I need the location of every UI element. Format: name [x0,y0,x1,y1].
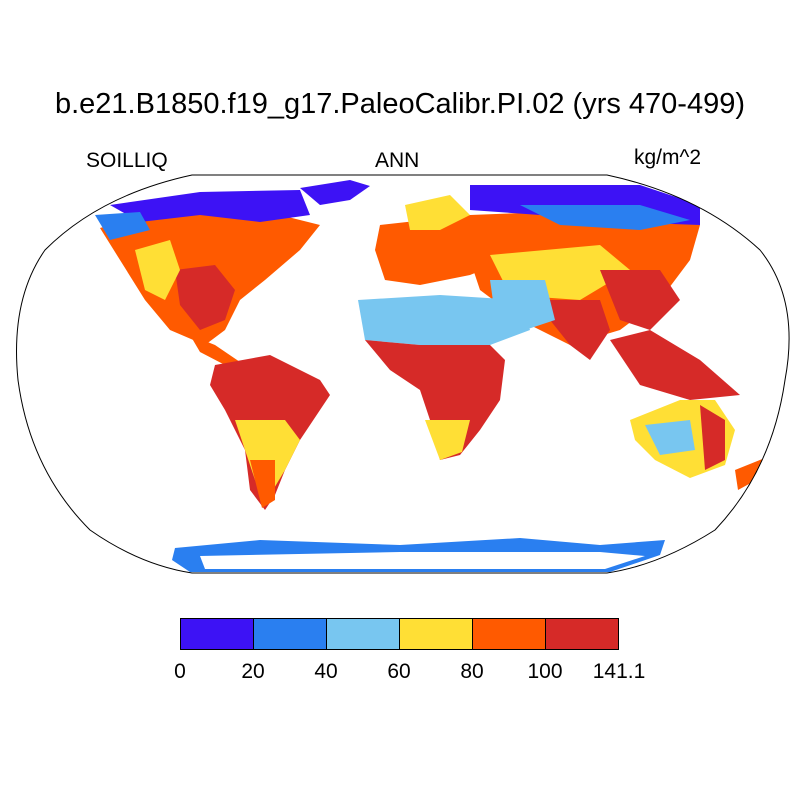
siberia-fringe-region [520,205,690,230]
africa-region [365,340,505,460]
colorbar-segment [327,619,400,649]
units-label: kg/m^2 [634,146,702,169]
southeast-asia-region [610,330,740,400]
colorbar-tick-label: 80 [460,660,484,683]
middle-east-region [490,280,555,330]
colorbar-segment [473,619,546,649]
colorbar-segment [254,619,327,649]
colorbar-tick-label: 141.1 [592,660,646,683]
plot-title: b.e21.B1850.f19_g17.PaleoCalibr.PI.02 (y… [54,88,746,120]
south-america-south-region [250,460,275,508]
season-label: ANN [375,149,420,172]
colorbar-tick-label: 20 [241,660,265,683]
east-asia-region [600,270,680,330]
africa-south-region [425,420,470,460]
new-zealand-region [735,458,765,490]
australia-dry-region [645,420,695,455]
south-america-dry-region [235,420,300,495]
north-america-dry-region [135,240,180,300]
colorbar-tick-label: 60 [387,660,411,683]
arctic-canada-region [110,190,310,222]
colorbar-segment [546,619,618,649]
colorbar [180,618,619,650]
north-america-warm-region [175,265,235,330]
colorbar-tick-label: 40 [314,660,338,683]
colorbar-segment [181,619,254,649]
scandinavia-region [405,195,470,230]
colorbar-tick-labels: 0 20 40 60 80 100 141.1 [0,660,800,690]
colorbar-tick-label: 0 [174,660,186,683]
variable-label: SOILLIQ [86,149,168,172]
south-asia-region [545,300,610,360]
antarctica-interior [200,552,645,569]
sahara-region [358,295,530,345]
australia-east-region [700,405,725,470]
land-fill-layer [95,180,765,572]
colorbar-tick-label: 100 [527,660,563,683]
arctic-fringe-region [95,212,150,240]
globe-outline [16,174,790,574]
colorbar-segment [400,619,473,649]
greenland-region [300,180,370,205]
